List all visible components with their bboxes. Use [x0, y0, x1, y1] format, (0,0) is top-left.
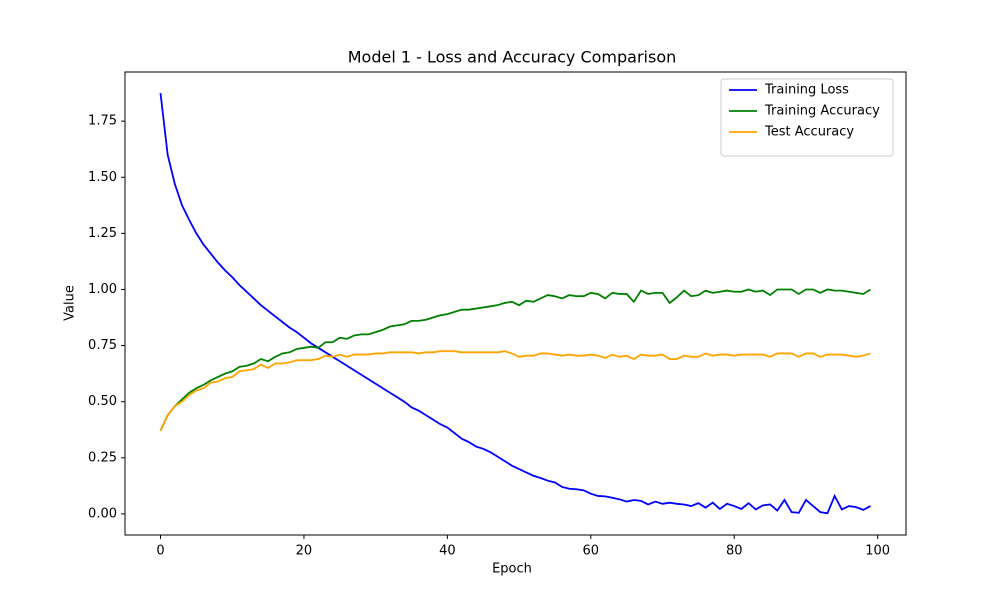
y-tick-label: 0.50 — [88, 394, 117, 409]
x-tick-label: 80 — [726, 544, 743, 559]
x-tick-label: 60 — [583, 544, 600, 559]
x-tick-label: 40 — [439, 544, 456, 559]
y-axis-label: Value — [63, 285, 78, 321]
series-line — [159, 288, 871, 432]
x-axis-label: Epoch — [492, 562, 532, 577]
series-line — [159, 92, 871, 515]
legend-label: Training Accuracy — [764, 104, 880, 119]
x-tick-label: 20 — [296, 544, 313, 559]
axes-frame — [124, 71, 907, 536]
y-tick-label: 1.75 — [88, 114, 117, 129]
y-tick-label: 0.75 — [88, 338, 117, 353]
y-tick-label: 0.00 — [88, 506, 117, 521]
legend-label: Test Accuracy — [764, 125, 854, 140]
series-line — [159, 350, 871, 432]
y-tick-label: 1.50 — [88, 170, 117, 185]
x-tick-label: 100 — [865, 544, 890, 559]
legend-box — [720, 78, 894, 157]
y-tick-label: 1.00 — [88, 282, 117, 297]
legend-label: Training Loss — [764, 83, 849, 98]
y-tick-label: 1.25 — [88, 226, 117, 241]
chart-title: Model 1 - Loss and Accuracy Comparison — [348, 48, 677, 67]
y-tick-label: 0.25 — [88, 450, 117, 465]
x-tick-label: 0 — [156, 544, 164, 559]
